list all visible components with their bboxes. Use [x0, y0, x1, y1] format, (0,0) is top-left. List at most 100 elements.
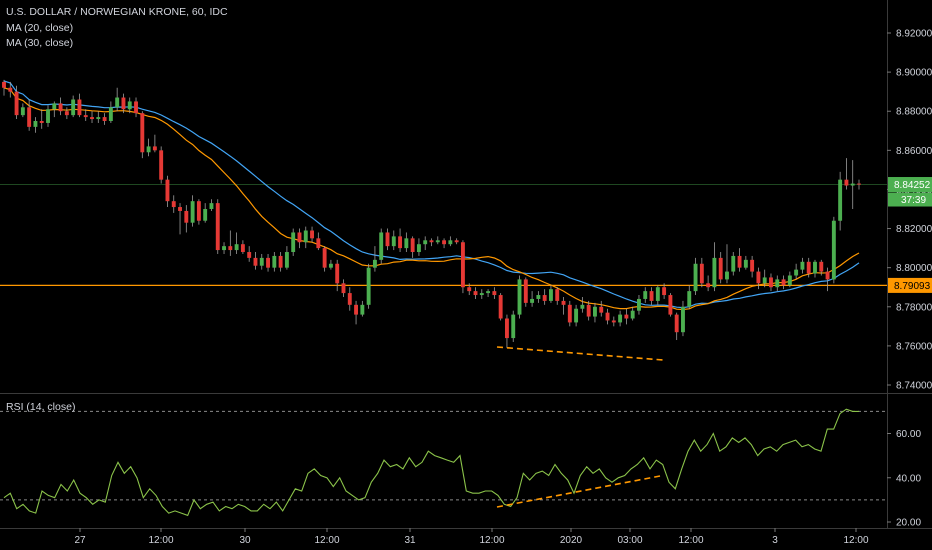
- candle[interactable]: [14, 91, 19, 116]
- candle[interactable]: [410, 238, 415, 253]
- candle[interactable]: [152, 146, 157, 151]
- candle[interactable]: [121, 97, 126, 110]
- candle[interactable]: [127, 101, 132, 110]
- candle[interactable]: [624, 314, 629, 319]
- candle[interactable]: [769, 277, 773, 288]
- candle[interactable]: [775, 279, 780, 288]
- candle[interactable]: [756, 271, 761, 284]
- candle[interactable]: [448, 240, 453, 245]
- candle[interactable]: [498, 295, 503, 319]
- candle[interactable]: [429, 240, 434, 243]
- candle[interactable]: [240, 244, 245, 253]
- candle[interactable]: [706, 283, 711, 288]
- candle[interactable]: [328, 263, 333, 268]
- candle[interactable]: [64, 111, 69, 116]
- candle[interactable]: [504, 318, 509, 339]
- candle[interactable]: [819, 261, 824, 272]
- candle[interactable]: [831, 220, 836, 280]
- candle[interactable]: [190, 201, 195, 223]
- candle[interactable]: [102, 117, 107, 121]
- candle[interactable]: [278, 255, 283, 268]
- candle[interactable]: [712, 257, 717, 288]
- candle[interactable]: [593, 306, 597, 317]
- candle[interactable]: [681, 306, 685, 333]
- candle[interactable]: [718, 257, 723, 280]
- candle[interactable]: [184, 210, 189, 223]
- candle[interactable]: [83, 115, 88, 118]
- candle[interactable]: [536, 295, 541, 299]
- candle[interactable]: [850, 183, 855, 186]
- candle[interactable]: [8, 87, 13, 92]
- candle[interactable]: [404, 238, 409, 249]
- candle[interactable]: [58, 103, 63, 112]
- rsi-pane[interactable]: [0, 408, 887, 517]
- candle[interactable]: [693, 263, 698, 292]
- candle[interactable]: [203, 209, 208, 221]
- candle[interactable]: [310, 230, 315, 239]
- candle[interactable]: [838, 179, 843, 221]
- candle[interactable]: [134, 101, 138, 114]
- candle[interactable]: [725, 271, 729, 280]
- candle[interactable]: [813, 261, 817, 274]
- price-trendline[interactable]: [496, 346, 664, 361]
- candle[interactable]: [454, 240, 459, 243]
- candle[interactable]: [542, 295, 547, 301]
- candle[interactable]: [794, 269, 799, 276]
- candle[interactable]: [159, 150, 164, 180]
- candle[interactable]: [322, 248, 327, 268]
- candle[interactable]: [511, 314, 516, 339]
- candle[interactable]: [115, 97, 120, 108]
- candle[interactable]: [366, 267, 371, 305]
- price-pane[interactable]: [0, 79, 887, 361]
- candle[interactable]: [655, 287, 660, 301]
- candle[interactable]: [33, 121, 38, 127]
- candle[interactable]: [209, 203, 214, 209]
- candle[interactable]: [379, 232, 384, 260]
- candle[interactable]: [618, 314, 623, 323]
- candle[interactable]: [39, 121, 44, 123]
- candle[interactable]: [303, 230, 308, 243]
- candle[interactable]: [844, 179, 849, 186]
- candle[interactable]: [391, 236, 396, 247]
- candle[interactable]: [27, 107, 32, 127]
- candle[interactable]: [354, 304, 359, 315]
- candle[interactable]: [247, 252, 252, 258]
- candle[interactable]: [108, 107, 113, 121]
- candle[interactable]: [662, 287, 667, 296]
- candle[interactable]: [77, 99, 82, 116]
- candle[interactable]: [574, 308, 579, 323]
- candle[interactable]: [416, 244, 421, 253]
- candle[interactable]: [398, 236, 403, 249]
- candle[interactable]: [385, 232, 390, 247]
- candle[interactable]: [291, 232, 296, 253]
- candle[interactable]: [857, 183, 861, 185]
- candle[interactable]: [567, 304, 572, 323]
- candle[interactable]: [517, 279, 522, 315]
- candle[interactable]: [140, 113, 145, 153]
- candle[interactable]: [259, 257, 264, 266]
- candle[interactable]: [442, 240, 447, 245]
- candle[interactable]: [523, 279, 528, 303]
- candle[interactable]: [335, 263, 340, 284]
- candle[interactable]: [435, 240, 440, 243]
- candle[interactable]: [460, 242, 465, 288]
- candle[interactable]: [479, 293, 484, 296]
- candle[interactable]: [467, 287, 472, 292]
- candle[interactable]: [372, 259, 377, 268]
- candle[interactable]: [737, 255, 742, 268]
- candle[interactable]: [530, 298, 535, 303]
- candle[interactable]: [599, 306, 604, 313]
- candle[interactable]: [611, 320, 616, 323]
- candle[interactable]: [146, 146, 151, 153]
- candle[interactable]: [800, 261, 805, 270]
- candle[interactable]: [266, 257, 270, 268]
- candle[interactable]: [649, 291, 654, 301]
- candle[interactable]: [228, 246, 233, 251]
- candle[interactable]: [71, 99, 76, 116]
- candle[interactable]: [750, 259, 755, 272]
- candle[interactable]: [360, 304, 365, 315]
- rsi-trendline[interactable]: [496, 475, 661, 508]
- candle[interactable]: [731, 255, 736, 272]
- candle[interactable]: [316, 238, 321, 249]
- candle[interactable]: [668, 295, 673, 315]
